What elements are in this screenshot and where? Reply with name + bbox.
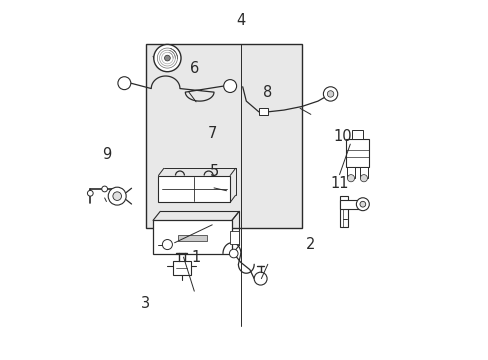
Circle shape — [162, 239, 172, 249]
Circle shape — [113, 192, 121, 201]
Bar — [158, 176, 230, 202]
Circle shape — [223, 80, 236, 93]
Text: 11: 11 — [329, 176, 348, 191]
Text: 3: 3 — [141, 296, 150, 311]
Text: 5: 5 — [209, 163, 218, 179]
Bar — [145, 44, 301, 228]
Text: 10: 10 — [333, 130, 352, 144]
Circle shape — [359, 201, 365, 207]
Bar — [178, 234, 206, 241]
Text: 8: 8 — [263, 85, 272, 100]
Text: 4: 4 — [236, 13, 245, 28]
Circle shape — [356, 198, 368, 211]
Bar — [172, 261, 190, 275]
Text: 7: 7 — [207, 126, 217, 141]
Circle shape — [346, 175, 354, 182]
Circle shape — [108, 187, 126, 205]
Bar — [153, 220, 231, 255]
Circle shape — [102, 186, 107, 192]
Bar — [360, 167, 367, 178]
Bar — [346, 167, 354, 178]
Text: 2: 2 — [305, 237, 315, 252]
Bar — [258, 108, 267, 116]
Text: 1: 1 — [191, 249, 200, 265]
Circle shape — [360, 175, 367, 182]
Text: 9: 9 — [102, 147, 111, 162]
Circle shape — [254, 272, 266, 285]
Bar — [339, 196, 348, 226]
Circle shape — [229, 249, 238, 258]
Bar — [345, 139, 368, 167]
Text: 6: 6 — [189, 61, 199, 76]
Circle shape — [87, 190, 93, 196]
Bar — [230, 231, 239, 244]
Circle shape — [153, 44, 181, 72]
Circle shape — [164, 55, 170, 61]
Circle shape — [118, 77, 131, 90]
Circle shape — [323, 87, 337, 101]
Bar — [351, 130, 362, 139]
Circle shape — [326, 91, 333, 97]
Bar — [339, 200, 362, 209]
